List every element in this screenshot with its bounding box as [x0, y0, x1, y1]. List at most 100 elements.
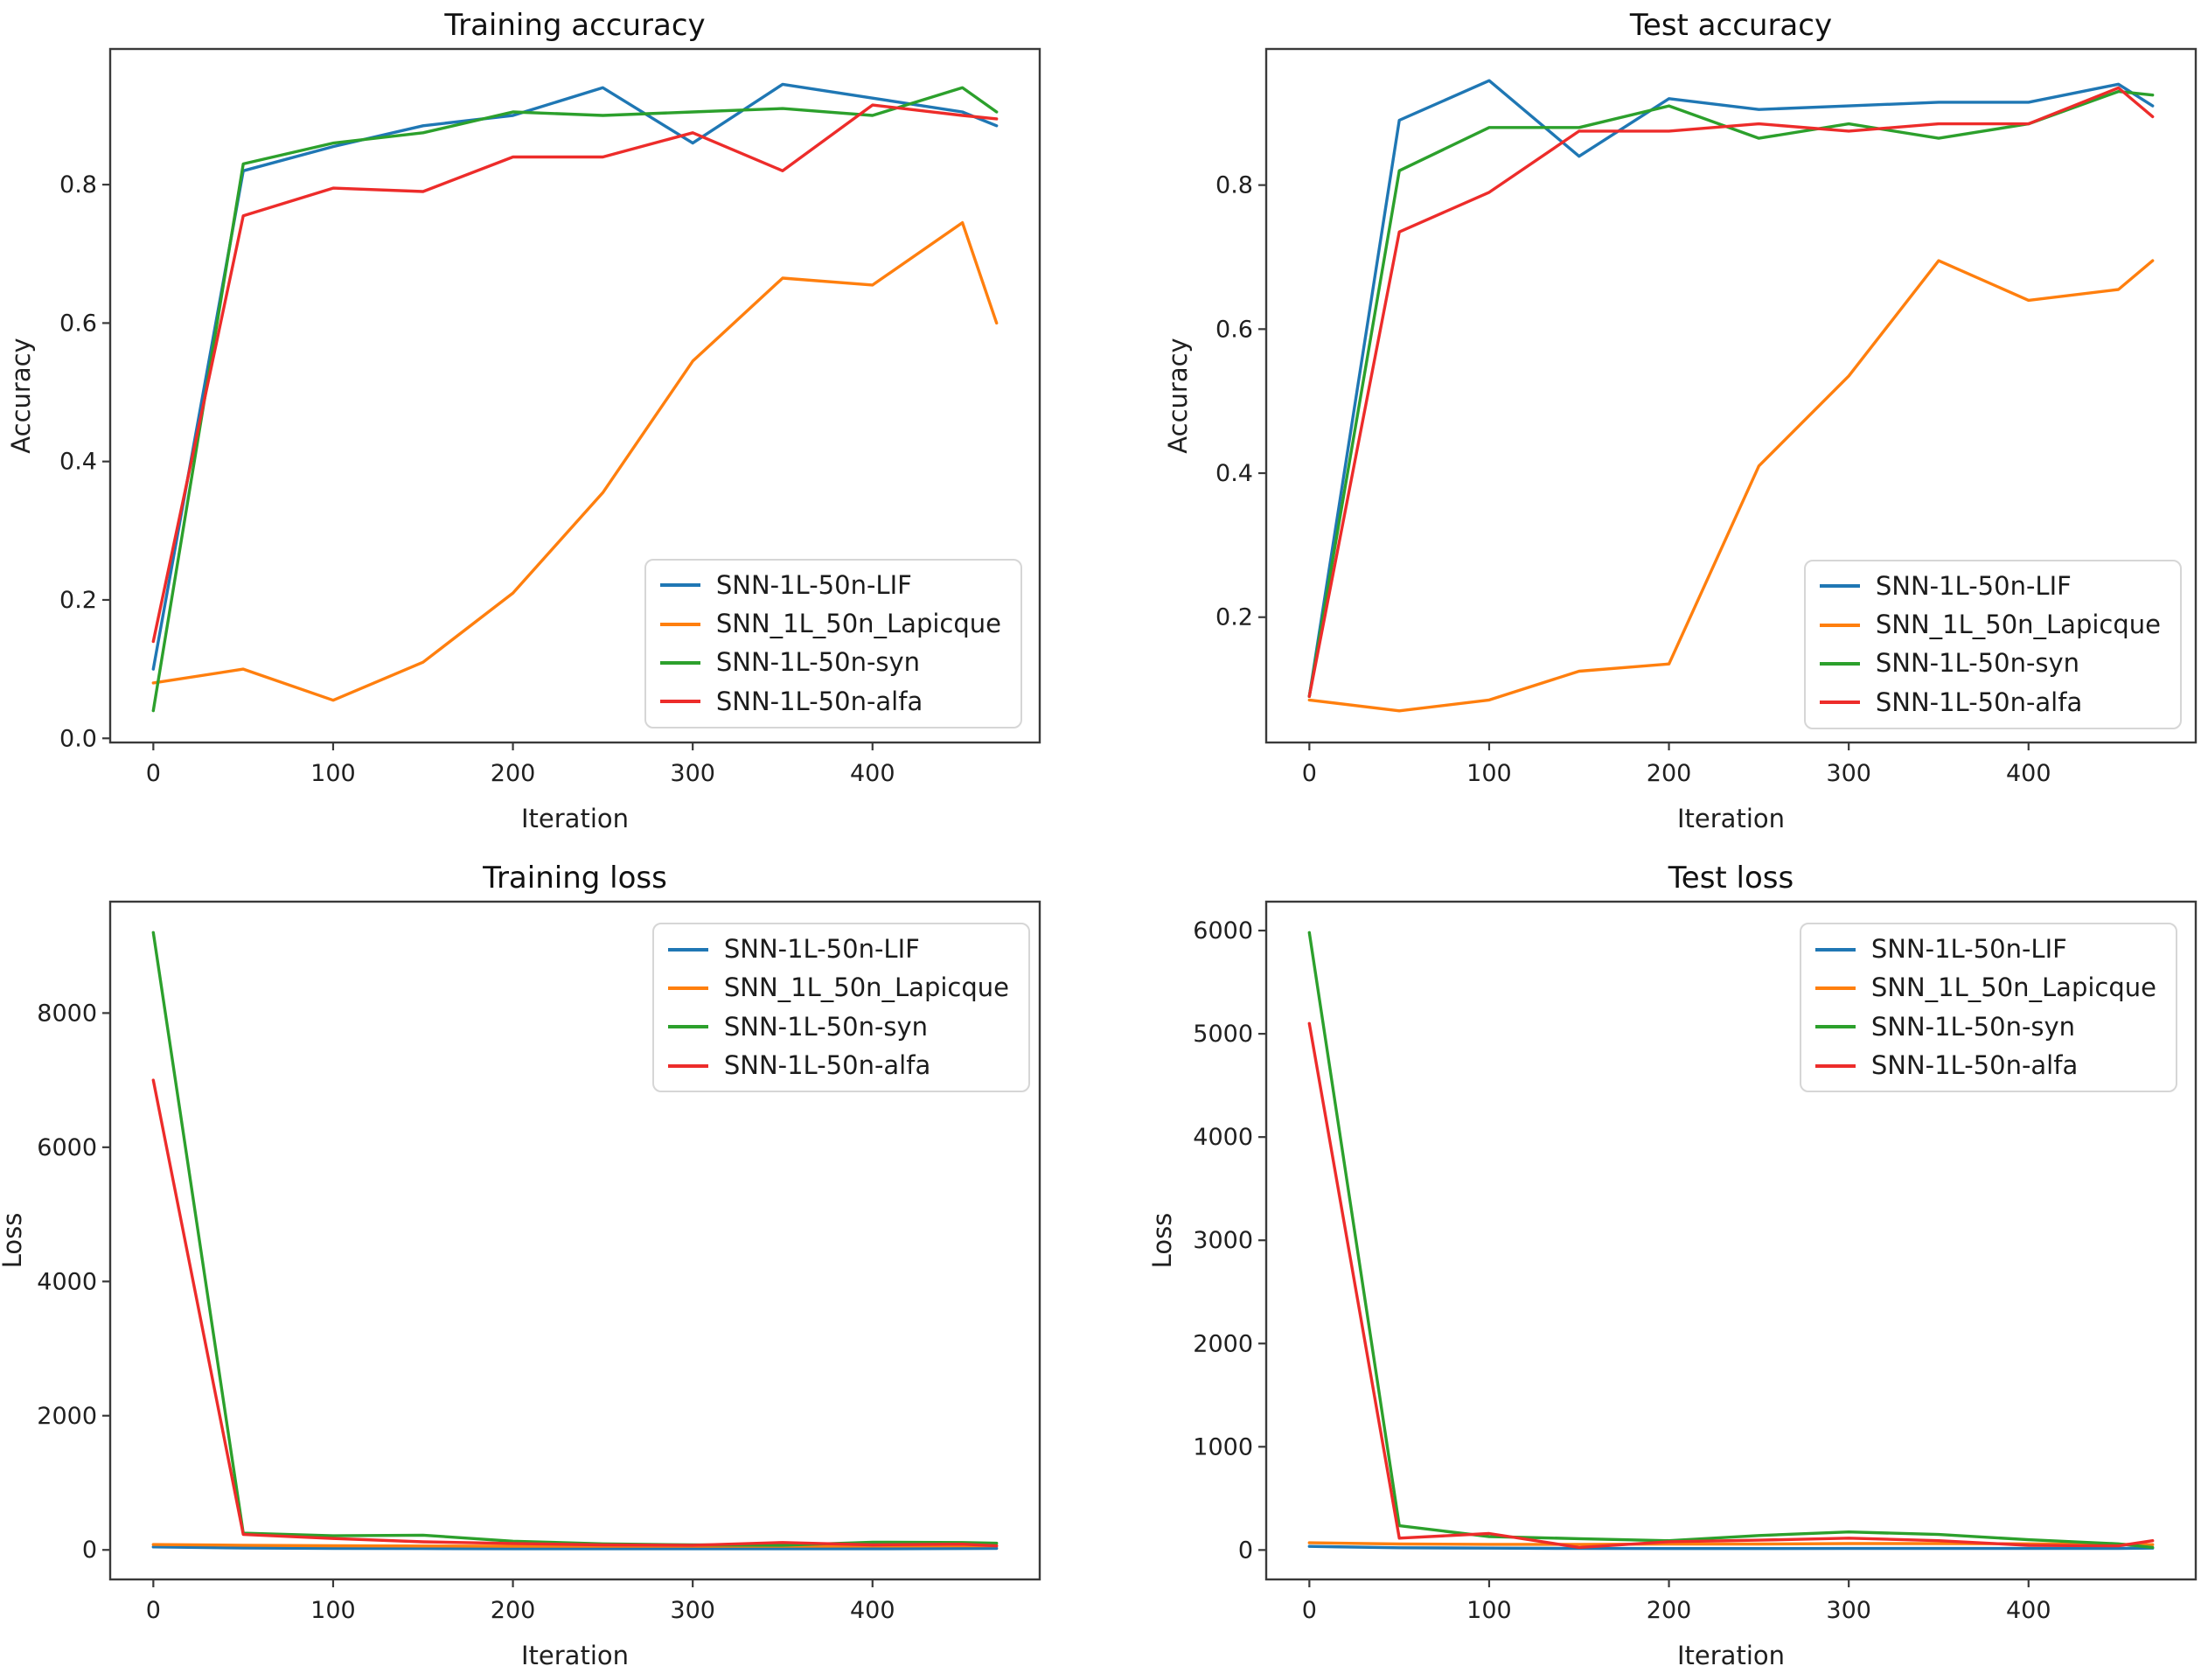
x-tick-label: 200: [1647, 1597, 1692, 1624]
y-tick-label: 4000: [37, 1268, 97, 1295]
y-axis-label: Accuracy: [1163, 338, 1193, 453]
legend-item: SNN_1L_50n_Lapicque: [1814, 972, 2156, 1003]
y-tick-label: 6000: [1193, 917, 1253, 945]
legend-item: SNN-1L-50n-alfa: [667, 1050, 1009, 1081]
series-line-SNN-1L-50n-alfa: [1307, 1021, 2155, 1550]
legend-label: SNN-1L-50n-alfa: [715, 686, 923, 716]
legend-item: SNN_1L_50n_Lapicque: [667, 972, 1009, 1003]
x-tick-label: 0: [146, 760, 161, 787]
series-line-SNN-1L-50n-LIF: [1307, 1544, 2155, 1551]
x-tick-label: 400: [2006, 760, 2051, 787]
legend-item: SNN-1L-50n-syn: [1819, 648, 2161, 679]
panel-training-accuracy: Training accuracy 0 100 200 300 400 0.0 0.2 0.4 0…: [0, 0, 1100, 840]
legend-line-SNN-1L-50n-alfa: [659, 700, 700, 704]
x-axis-label: Iteration: [521, 804, 629, 833]
legend-label: SNN-1L-50n-syn: [723, 1011, 929, 1042]
y-tick-label: 0.6: [1215, 316, 1253, 343]
legend-label: SNN-1L-50n-alfa: [1870, 1050, 2079, 1081]
x-tick-label: 400: [850, 760, 895, 787]
x-tick-label: 100: [310, 760, 356, 787]
legend-item: SNN-1L-50n-LIF: [1814, 934, 2156, 964]
legend-line-SNN-1L-50n-LIF: [659, 583, 700, 588]
y-tick-label: 6000: [37, 1134, 97, 1161]
axes-frame: [108, 47, 1041, 744]
legend-label: SNN-1L-50n-alfa: [1875, 687, 2083, 717]
y-tick-label: 0.2: [59, 587, 97, 614]
legend-label: SNN-1L-50n-LIF: [1875, 570, 2072, 601]
x-axis-label: Iteration: [1677, 1641, 1785, 1670]
legend-line-SNN-1L-50n-LIF: [1819, 584, 1860, 589]
legend-line-SNN_1L_50n_Lapicque: [1819, 623, 1860, 627]
legend-label: SNN_1L_50n_Lapicque: [723, 972, 1009, 1003]
series-line-SNN-1L-50n-LIF: [1307, 79, 2155, 698]
legend-line-SNN-1L-50n-LIF: [1814, 947, 1856, 952]
legend-label: SNN_1L_50n_Lapicque: [1875, 609, 2161, 639]
legend-line-SNN-1L-50n-syn: [1814, 1025, 1856, 1029]
plot-test-accuracy: Test accuracy 0 100 200 300 400 0.2 0.4 0.6 0.8 It…: [1163, 8, 2198, 833]
axes-frame: [108, 900, 1041, 1581]
legend-line-SNN_1L_50n_Lapicque: [667, 986, 708, 991]
legend-item: SNN-1L-50n-syn: [1814, 1011, 2156, 1042]
legend-item: SNN-1L-50n-LIF: [1819, 570, 2161, 601]
x-tick-label: 300: [670, 1597, 715, 1624]
chart-title: Training loss: [482, 861, 667, 896]
legend: SNN-1L-50n-LIF SNN_1L_50n_Lapicque SNN-1L-…: [1799, 923, 2177, 1093]
x-tick-label: 300: [1826, 1597, 1871, 1624]
y-tick-label: 0.8: [1215, 172, 1253, 199]
x-tick-label: 300: [1826, 760, 1871, 787]
x-tick-label: 100: [1466, 1597, 1512, 1624]
y-axis-label: Loss: [1147, 1213, 1177, 1269]
legend-line-SNN-1L-50n-alfa: [1819, 701, 1860, 705]
legend: SNN-1L-50n-LIF SNN_1L_50n_Lapicque SNN-1L-…: [644, 558, 1022, 728]
y-tick-label: 0: [1238, 1537, 1253, 1564]
x-tick-label: 400: [850, 1597, 895, 1624]
chart-title: Training accuracy: [443, 8, 705, 43]
legend-item: SNN-1L-50n-alfa: [1819, 687, 2161, 717]
chart-title: Test accuracy: [1629, 8, 1832, 43]
series-line-SNN-1L-50n-alfa: [151, 1078, 999, 1548]
legend-item: SNN_1L_50n_Lapicque: [1819, 609, 2161, 639]
series-line-SNN-1L-50n-syn: [151, 86, 999, 713]
y-tick-label: 8000: [37, 1000, 97, 1027]
series-line-SNN-1L-50n-LIF: [151, 82, 999, 671]
legend-line-SNN-1L-50n-LIF: [667, 947, 708, 952]
legend-label: SNN-1L-50n-alfa: [723, 1050, 931, 1081]
legend-label: SNN-1L-50n-syn: [1875, 648, 2080, 679]
panel-training-loss: Training loss 0 100 200 300 400 0 2000 4000 6000 8…: [0, 840, 1100, 1680]
y-tick-label: 0.0: [59, 725, 97, 752]
legend-item: SNN-1L-50n-syn: [667, 1011, 1009, 1042]
legend-item: SNN-1L-50n-LIF: [659, 569, 1001, 600]
series-line-SNN-1L-50n-LIF: [151, 1545, 999, 1551]
legend: SNN-1L-50n-LIF SNN_1L_50n_Lapicque SNN-1L-…: [651, 923, 1030, 1093]
x-tick-label: 400: [2006, 1597, 2051, 1624]
x-tick-label: 200: [1647, 760, 1692, 787]
x-axis-label: Iteration: [521, 1641, 629, 1670]
y-tick-label: 2000: [37, 1403, 97, 1430]
legend-line-SNN_1L_50n_Lapicque: [1814, 986, 1856, 991]
legend-item: SNN-1L-50n-syn: [659, 647, 1001, 677]
x-tick-label: 100: [1466, 760, 1512, 787]
legend-label: SNN-1L-50n-LIF: [1870, 934, 2067, 964]
y-tick-label: 0.4: [1215, 460, 1253, 487]
series-line-SNN_1L_50n_Lapicque: [1307, 259, 2155, 713]
plot-training-accuracy: Training accuracy 0 100 200 300 400 0.0 0.2 0.4 0…: [6, 8, 1041, 833]
legend-label: SNN-1L-50n-LIF: [715, 569, 912, 600]
y-axis-label: Loss: [0, 1213, 27, 1269]
y-axis-label: Accuracy: [6, 338, 36, 453]
legend-label: SNN-1L-50n-LIF: [723, 934, 920, 964]
y-tick-label: 0.4: [59, 449, 97, 476]
x-tick-label: 200: [491, 760, 536, 787]
legend-label: SNN_1L_50n_Lapicque: [1870, 972, 2156, 1003]
legend-line-SNN-1L-50n-syn: [1819, 661, 1860, 666]
x-tick-label: 0: [1302, 760, 1317, 787]
legend-line-SNN_1L_50n_Lapicque: [659, 622, 700, 626]
panel-test-loss: Test loss 0 100 200 300 400 0 1000 2000 3000 4000 5…: [1101, 840, 2201, 1680]
x-tick-label: 0: [1302, 1597, 1317, 1624]
legend-label: SNN-1L-50n-syn: [1870, 1011, 2076, 1042]
legend-item: SNN-1L-50n-alfa: [659, 686, 1001, 716]
legend-line-SNN-1L-50n-syn: [659, 660, 700, 665]
chart-title: Test loss: [1668, 861, 1794, 896]
